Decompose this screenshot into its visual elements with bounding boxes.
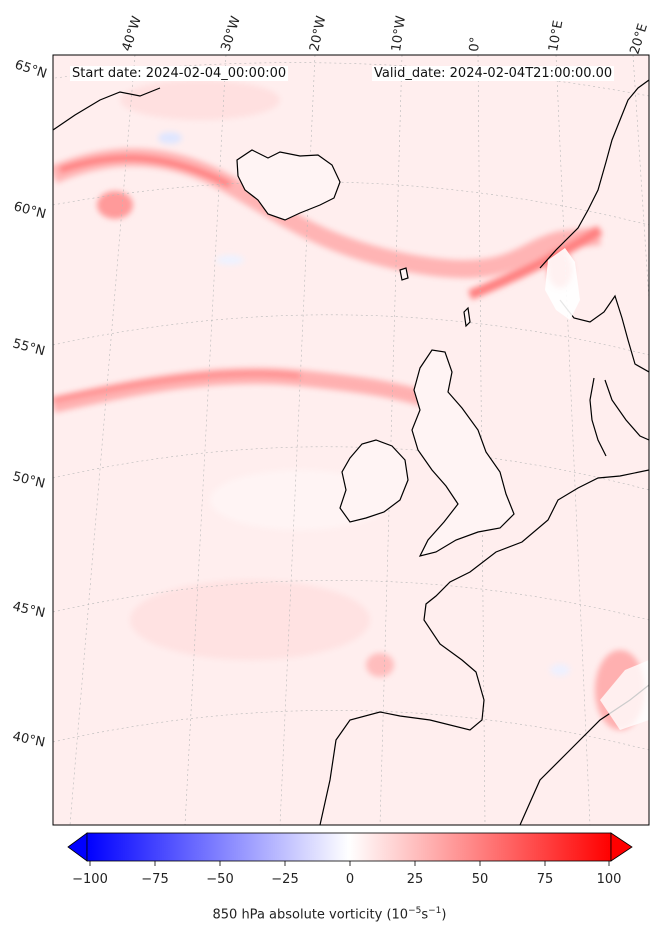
jutland	[589, 377, 607, 457]
iceland	[236, 149, 341, 221]
colorbar-label: 850 hPa absolute vorticity (10−5s−1)	[212, 906, 447, 923]
faroe-islands	[399, 267, 409, 281]
colorbar-tick-label: −100	[72, 872, 108, 887]
colorbar-tick-label: 25	[406, 872, 424, 887]
start-date-label: Start date: 2024-02-04_00:00:00	[70, 66, 289, 81]
lon-label-40w: 40°W	[120, 14, 145, 53]
shetland-islands	[463, 306, 471, 328]
longitude-labels: 40°W 30°W 20°W 10°W 0° 10°E 20°E	[120, 14, 651, 56]
colorbar-tick-marks	[89, 861, 610, 866]
lat-label-50n: 50°N	[11, 469, 46, 491]
map-frame	[52, 54, 650, 826]
colorbar	[67, 832, 633, 866]
latitude-labels: 65°N 60°N 55°N 50°N 45°N 40°N	[11, 58, 49, 751]
colorbar-min-extend	[67, 832, 88, 862]
colorbar-tick-label: 75	[536, 872, 554, 887]
land-white-patches	[545, 248, 649, 730]
scandinavia-south	[559, 294, 649, 373]
lon-label-20w: 20°W	[307, 14, 329, 52]
lon-label-0: 0°	[467, 36, 483, 52]
colorbar-bar	[86, 832, 612, 862]
colorbar-max-extend	[610, 832, 633, 862]
colorbar-tick-label: −50	[206, 872, 234, 887]
lon-label-10e: 10°E	[546, 19, 566, 52]
lat-label-60n: 60°N	[12, 199, 48, 222]
great-britain	[411, 349, 515, 557]
colorbar-tick-label: −25	[271, 872, 299, 887]
graticule	[53, 55, 649, 825]
lat-label-55n: 55°N	[11, 336, 47, 359]
ireland	[339, 439, 409, 523]
colorbar-tick-label: −75	[141, 872, 169, 887]
lat-label-40n: 40°N	[11, 729, 46, 750]
greenland-coast	[53, 87, 161, 131]
colorbar-tick-label: 100	[596, 872, 622, 887]
lon-label-20e: 20°E	[627, 22, 650, 56]
norway-coast	[539, 79, 649, 269]
continent-coast	[319, 469, 649, 825]
colorbar-tick-label: 0	[345, 872, 355, 887]
sweden-coast	[604, 379, 649, 441]
valid-date-label: Valid_date: 2024-02-04T21:00:00.00	[372, 66, 615, 81]
colorbar-tick-label: 50	[471, 872, 489, 887]
coastlines	[53, 79, 649, 825]
lat-label-65n: 65°N	[13, 58, 49, 82]
lon-label-30w: 30°W	[219, 14, 244, 53]
lat-label-45n: 45°N	[11, 599, 46, 621]
lon-label-10w: 10°W	[389, 15, 409, 53]
vorticity-field	[53, 55, 649, 825]
